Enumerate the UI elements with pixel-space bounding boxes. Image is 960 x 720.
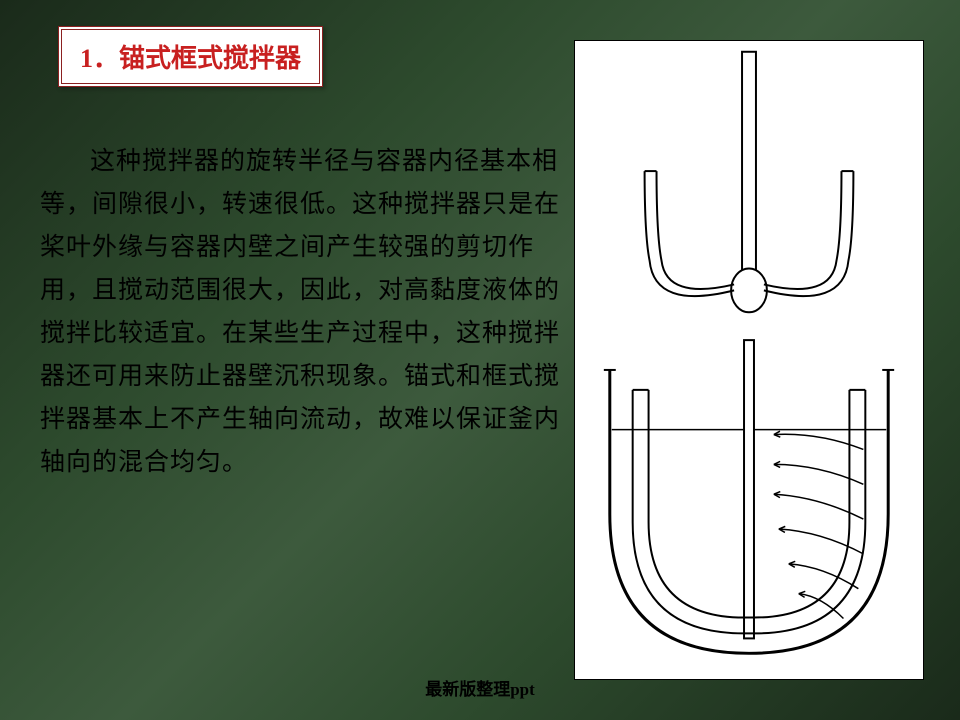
slide-title: 1．锚式框式搅拌器 <box>80 38 301 75</box>
footer-text: 最新版整理ppt <box>425 675 535 700</box>
diagram-svg <box>575 41 923 679</box>
body-paragraph: 这种搅拌器的旋转半径与容器内径基本相等，间隙很小，转速很低。这种搅拌器只是在桨叶… <box>40 140 580 484</box>
stirrer-diagram <box>574 40 924 680</box>
title-box: 1．锚式框式搅拌器 <box>58 26 323 87</box>
